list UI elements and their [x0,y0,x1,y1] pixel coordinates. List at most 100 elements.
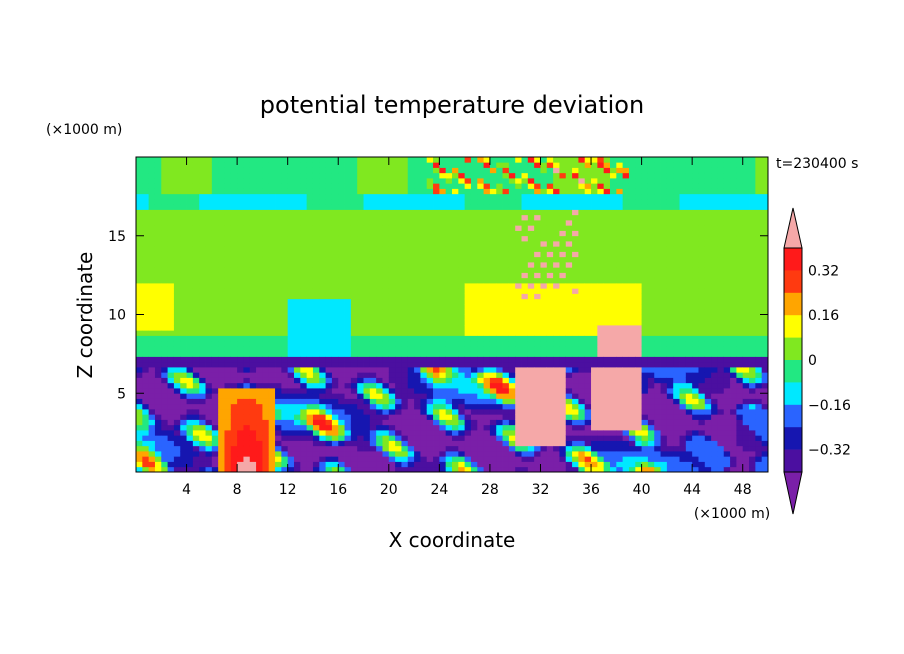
contour-cell [237,340,244,347]
contour-cell [268,225,276,231]
contour-cell [230,372,238,378]
contour-cell [167,256,175,263]
contour-cell [192,445,200,452]
contour-cell [192,183,200,189]
contour-cell [426,451,434,457]
contour-cell [572,272,579,279]
contour-cell [565,178,573,184]
contour-cell [154,319,162,326]
contour-cell [477,382,484,389]
contour-cell [395,304,402,310]
contour-cell [369,304,377,310]
contour-cell [458,419,466,426]
contour-cell [445,188,453,195]
contour-cell [256,272,263,279]
contour-cell [426,188,434,195]
contour-cell [622,188,630,195]
contour-cell [180,230,187,237]
contour-cell [325,230,333,237]
contour-cell [572,466,579,472]
contour-cell [211,367,219,373]
contour-cell [641,293,649,300]
contour-cell [338,335,345,342]
contour-cell [363,382,371,389]
contour-cell [148,162,156,168]
contour-cell [331,461,339,468]
contour-cell [660,451,668,457]
contour-cell [243,367,251,373]
contour-cell [388,309,396,315]
contour-cell [249,419,257,426]
contour-cell [161,414,168,420]
contour-cell [458,435,466,441]
contour-cell [426,172,434,179]
contour-cell [395,199,402,205]
contour-cell [527,424,535,431]
contour-cell [565,167,573,174]
contour-cell [426,424,434,431]
contour-cell [211,398,219,405]
contour-cell [350,361,358,368]
contour-cell [496,435,503,441]
contour-cell [192,162,200,168]
contour-cell [224,319,232,326]
contour-cell [382,256,390,263]
contour-cell [540,424,548,431]
contour-cell [148,178,156,184]
contour-cell [527,372,535,378]
contour-cell [470,356,478,363]
contour-cell [376,251,383,258]
contour-cell [256,225,263,231]
contour-cell [622,225,630,231]
contour-cell [180,319,187,326]
contour-cell [331,388,339,394]
contour-cell [154,456,162,462]
contour-cell [376,309,383,315]
contour-cell [300,451,308,457]
contour-cell [243,220,251,226]
contour-cell [502,256,510,263]
contour-cell [180,162,187,168]
contour-cell [243,403,251,410]
contour-cell [319,309,326,315]
contour-cell [262,440,270,447]
contour-cell [407,367,415,373]
contour-cell [281,225,289,231]
contour-cell [610,251,617,258]
contour-cell [559,157,567,163]
contour-cell [458,193,466,200]
contour-cell [382,414,390,420]
contour-cell [167,246,175,252]
contour-cell [243,435,251,441]
contour-cell [635,451,642,457]
contour-cell [439,246,447,252]
contour-cell [565,414,573,420]
contour-cell [300,424,308,431]
contour-cell [496,346,503,352]
contour-cell [369,456,377,462]
contour-cell [281,461,289,468]
contour-cell [496,267,503,273]
contour-cell [591,461,598,468]
contour-cell [597,193,605,200]
contour-cell [287,256,295,263]
contour-cell [205,251,213,258]
contour-cell [401,204,409,210]
contour-cell [136,298,143,305]
contour-cell [647,277,655,284]
contour-cell [294,314,301,321]
contour-cell [275,351,282,357]
contour-cell [565,466,573,472]
contour-cell [647,466,655,472]
contour-cell [312,220,320,226]
contour-cell [521,356,529,363]
contour-cell [616,167,624,174]
contour-cell [306,351,314,357]
contour-cell [414,403,421,410]
contour-cell [401,414,409,420]
contour-cell [237,456,244,462]
contour-cell [344,393,352,399]
contour-cell [546,356,554,363]
contour-cell [597,214,605,221]
contour-cell [136,445,143,452]
